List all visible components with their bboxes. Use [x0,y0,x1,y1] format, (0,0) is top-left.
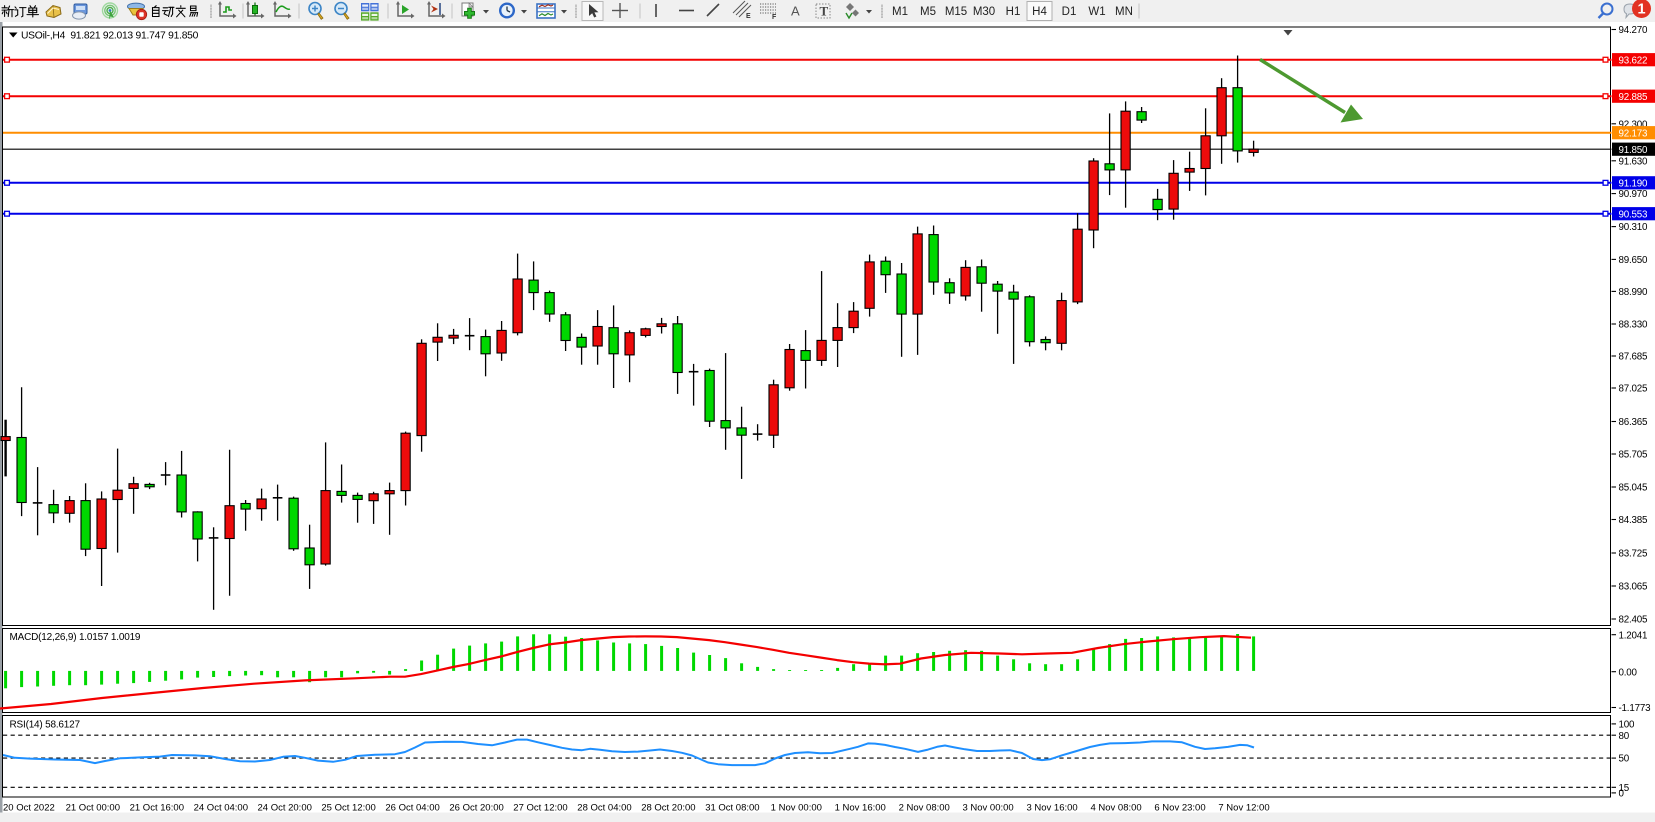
svg-text:15: 15 [1619,783,1630,794]
svg-text:0.00: 0.00 [1619,667,1638,678]
svg-text:4 Nov 08:00: 4 Nov 08:00 [1090,802,1141,813]
svg-text:100: 100 [1619,720,1635,731]
svg-text:50: 50 [1619,754,1630,765]
svg-text:92.173: 92.173 [1619,128,1649,139]
svg-text:21 Oct 16:00: 21 Oct 16:00 [130,802,184,813]
svg-text:26 Oct 20:00: 26 Oct 20:00 [449,802,503,813]
svg-text:85.045: 85.045 [1619,483,1649,494]
svg-text:80: 80 [1619,731,1630,742]
svg-text:85.705: 85.705 [1619,450,1649,461]
svg-text:26 Oct 04:00: 26 Oct 04:00 [385,802,439,813]
svg-text:1 Nov 00:00: 1 Nov 00:00 [771,802,822,813]
svg-text:21 Oct 00:00: 21 Oct 00:00 [66,802,120,813]
svg-text:24 Oct 20:00: 24 Oct 20:00 [257,802,311,813]
svg-text:-1.1773: -1.1773 [1619,703,1652,714]
svg-text:86.365: 86.365 [1619,417,1649,428]
svg-text:87.685: 87.685 [1619,352,1649,363]
svg-text:87.025: 87.025 [1619,384,1649,395]
svg-text:RSI(14) 58.6127: RSI(14) 58.6127 [10,720,81,731]
svg-text:T: T [820,4,829,19]
svg-text:7 Nov 12:00: 7 Nov 12:00 [1218,802,1269,813]
svg-text:84.385: 84.385 [1619,515,1649,526]
svg-text:89.650: 89.650 [1619,255,1649,266]
svg-text:0: 0 [1619,789,1625,800]
svg-text:88.330: 88.330 [1619,320,1649,331]
svg-text:31 Oct 08:00: 31 Oct 08:00 [705,802,759,813]
svg-text:83.725: 83.725 [1619,549,1649,560]
svg-text:MN: MN [1115,6,1133,18]
svg-text:M5: M5 [920,6,936,18]
svg-text:27 Oct 12:00: 27 Oct 12:00 [513,802,567,813]
svg-text:82.405: 82.405 [1619,615,1649,626]
svg-text:1 Nov 16:00: 1 Nov 16:00 [835,802,886,813]
svg-text:92.885: 92.885 [1619,92,1649,103]
svg-text:D1: D1 [1062,6,1077,18]
svg-text:88.990: 88.990 [1619,287,1649,298]
svg-text:90.970: 90.970 [1619,189,1649,200]
svg-text:W1: W1 [1088,6,1105,18]
svg-text:F: F [772,14,777,21]
svg-text:90.553: 90.553 [1619,209,1649,220]
svg-text:3 Nov 16:00: 3 Nov 16:00 [1026,802,1077,813]
svg-text:M30: M30 [973,6,995,18]
svg-text:92.300: 92.300 [1619,119,1649,130]
svg-text:90.310: 90.310 [1619,222,1649,233]
svg-text:1.2041: 1.2041 [1619,630,1648,641]
svg-text:M15: M15 [945,6,967,18]
svg-text:24 Oct 04:00: 24 Oct 04:00 [194,802,248,813]
svg-text:1: 1 [1637,2,1645,18]
svg-text:2 Nov 08:00: 2 Nov 08:00 [899,802,950,813]
svg-text:91.850: 91.850 [1619,145,1649,156]
svg-text:E: E [746,13,751,20]
svg-text:A: A [791,4,800,19]
svg-text:6 Nov 23:00: 6 Nov 23:00 [1154,802,1205,813]
svg-text:25 Oct 12:00: 25 Oct 12:00 [321,802,375,813]
svg-text:94.270: 94.270 [1619,25,1649,36]
svg-text:93.622: 93.622 [1619,55,1648,66]
svg-text:M1: M1 [892,6,908,18]
svg-text:83.065: 83.065 [1619,582,1649,593]
svg-text:USOil-,H4 91.821 92.013 91.74: USOil-,H4 91.821 92.013 91.747 91.850 [21,30,199,41]
svg-text:3 Nov 00:00: 3 Nov 00:00 [962,802,1013,813]
svg-text:H4: H4 [1032,6,1047,18]
svg-text:28 Oct 04:00: 28 Oct 04:00 [577,802,631,813]
svg-text:28 Oct 20:00: 28 Oct 20:00 [641,802,695,813]
svg-text:20 Oct 2022: 20 Oct 2022 [3,802,55,813]
svg-text:91.630: 91.630 [1619,156,1649,167]
svg-text:MACD(12,26,9) 1.0157 1.0019: MACD(12,26,9) 1.0157 1.0019 [10,632,141,643]
svg-text:H1: H1 [1006,6,1021,18]
svg-text:91.190: 91.190 [1619,179,1649,190]
